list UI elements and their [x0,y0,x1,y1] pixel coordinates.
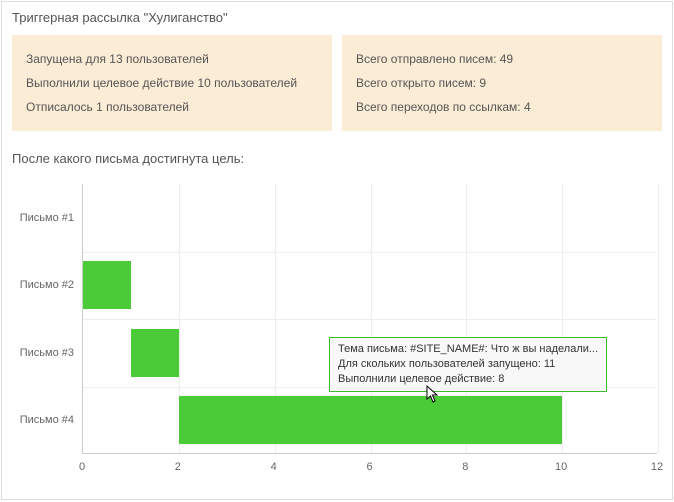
x-axis-label: 0 [79,461,85,473]
chart: Тема письма: #SITE_NAME#: Что ж вы надел… [12,174,662,479]
bar-segment[interactable] [83,261,131,309]
chart-heading: После какого письма достигнута цель: [12,151,662,166]
bar-segment[interactable] [131,329,179,377]
x-axis-label: 6 [366,461,372,473]
chart-tooltip: Тема письма: #SITE_NAME#: Что ж вы надел… [329,337,607,392]
page-title: Триггерная рассылка "Хулиганство" [12,10,662,25]
x-axis-label: 4 [271,461,277,473]
y-axis-label: Письмо #1 [12,212,74,224]
y-axis-label: Письмо #2 [12,279,74,291]
stat-right-line1: Всего отправлено писем: 49 [356,47,648,71]
stat-left-line1: Запущена для 13 пользователей [26,47,318,71]
stats-row: Запущена для 13 пользователей Выполнили … [12,35,662,131]
tooltip-line: Для скольких пользователей запущено: 11 [338,357,598,372]
gridline-h [83,252,657,253]
stat-right-line3: Всего переходов по ссылкам: 4 [356,95,648,119]
stat-left-line3: Отписалось 1 пользователей [26,95,318,119]
plot-area[interactable]: Тема письма: #SITE_NAME#: Что ж вы надел… [82,184,657,454]
stat-right-line2: Всего открыто писем: 9 [356,71,648,95]
x-axis-label: 10 [555,461,567,473]
y-axis-label: Письмо #3 [12,347,74,359]
x-axis-label: 12 [651,461,663,473]
x-axis-label: 2 [175,461,181,473]
bar-segment[interactable] [179,396,562,444]
stats-right: Всего отправлено писем: 49 Всего открыто… [342,35,662,131]
gridline-v [658,184,659,453]
tooltip-line: Выполнили целевое действие: 8 [338,372,598,387]
y-axis-label: Письмо #4 [12,414,74,426]
tooltip-line: Тема письма: #SITE_NAME#: Что ж вы надел… [338,342,598,357]
gridline-h [83,319,657,320]
stats-left: Запущена для 13 пользователей Выполнили … [12,35,332,131]
x-axis-label: 8 [462,461,468,473]
stat-left-line2: Выполнили целевое действие 10 пользовате… [26,71,318,95]
report-frame: Триггерная рассылка "Хулиганство" Запуще… [1,1,673,500]
